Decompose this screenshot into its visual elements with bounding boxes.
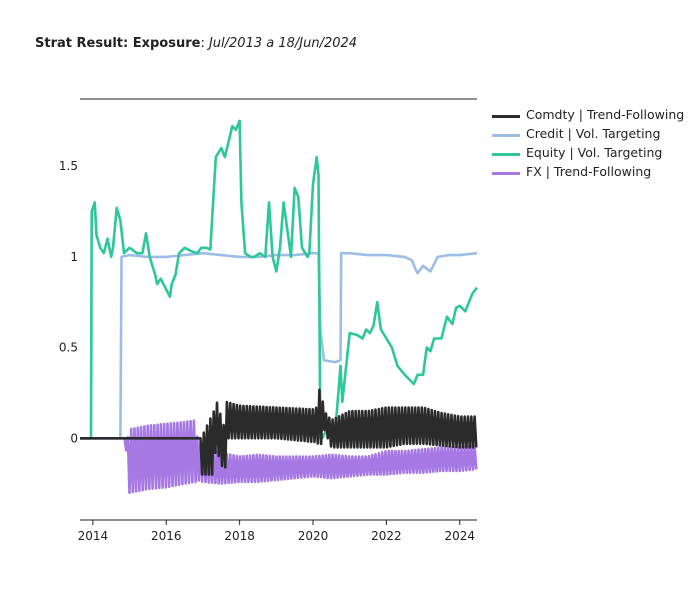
y-axis-ticks: 0 0.5 1 1.5 — [59, 159, 78, 445]
x-tick-label-2022: 2022 — [371, 529, 402, 543]
legend-label: Comdty | Trend-Following — [526, 107, 685, 122]
legend-swatch — [492, 172, 520, 175]
legend-label: FX | Trend-Following — [526, 164, 652, 179]
legend-swatch — [492, 153, 520, 156]
series-line-credit-vol-targeting — [80, 251, 478, 440]
x-tick-label-2016: 2016 — [151, 529, 182, 543]
series-line-comdty-trend-following — [80, 388, 478, 476]
y-tick-label-0: 0 — [70, 431, 78, 445]
chart-title-bold: Strat Result: Exposure — [35, 36, 201, 51]
x-tick-label-2020: 2020 — [298, 529, 329, 543]
legend-label: Credit | Vol. Targeting — [526, 126, 661, 141]
y-tick-label-1-5: 1.5 — [59, 159, 78, 173]
x-axis-ticks: 2014 2016 2018 2020 2022 2024 — [78, 520, 475, 543]
legend-label: Equity | Vol. Targeting — [526, 145, 663, 160]
x-tick-label-2014: 2014 — [78, 529, 109, 543]
legend-swatch — [492, 134, 520, 137]
x-tick-label-2018: 2018 — [224, 529, 255, 543]
series-line-equity-vol-targeting — [80, 119, 479, 440]
chart-title: Strat Result: Exposure: Jul/2013 a 18/Ju… — [35, 36, 357, 51]
legend-swatch — [492, 115, 520, 118]
y-tick-label-0-5: 0.5 — [59, 341, 78, 355]
series-layer — [80, 119, 479, 495]
x-tick-label-2024: 2024 — [444, 529, 475, 543]
chart-title-separator: : — [200, 36, 209, 51]
series-line-fx-trend-following — [80, 419, 478, 495]
y-tick-label-1: 1 — [70, 250, 78, 264]
chart-title-period: Jul/2013 a 18/Jun/2024 — [208, 36, 358, 51]
